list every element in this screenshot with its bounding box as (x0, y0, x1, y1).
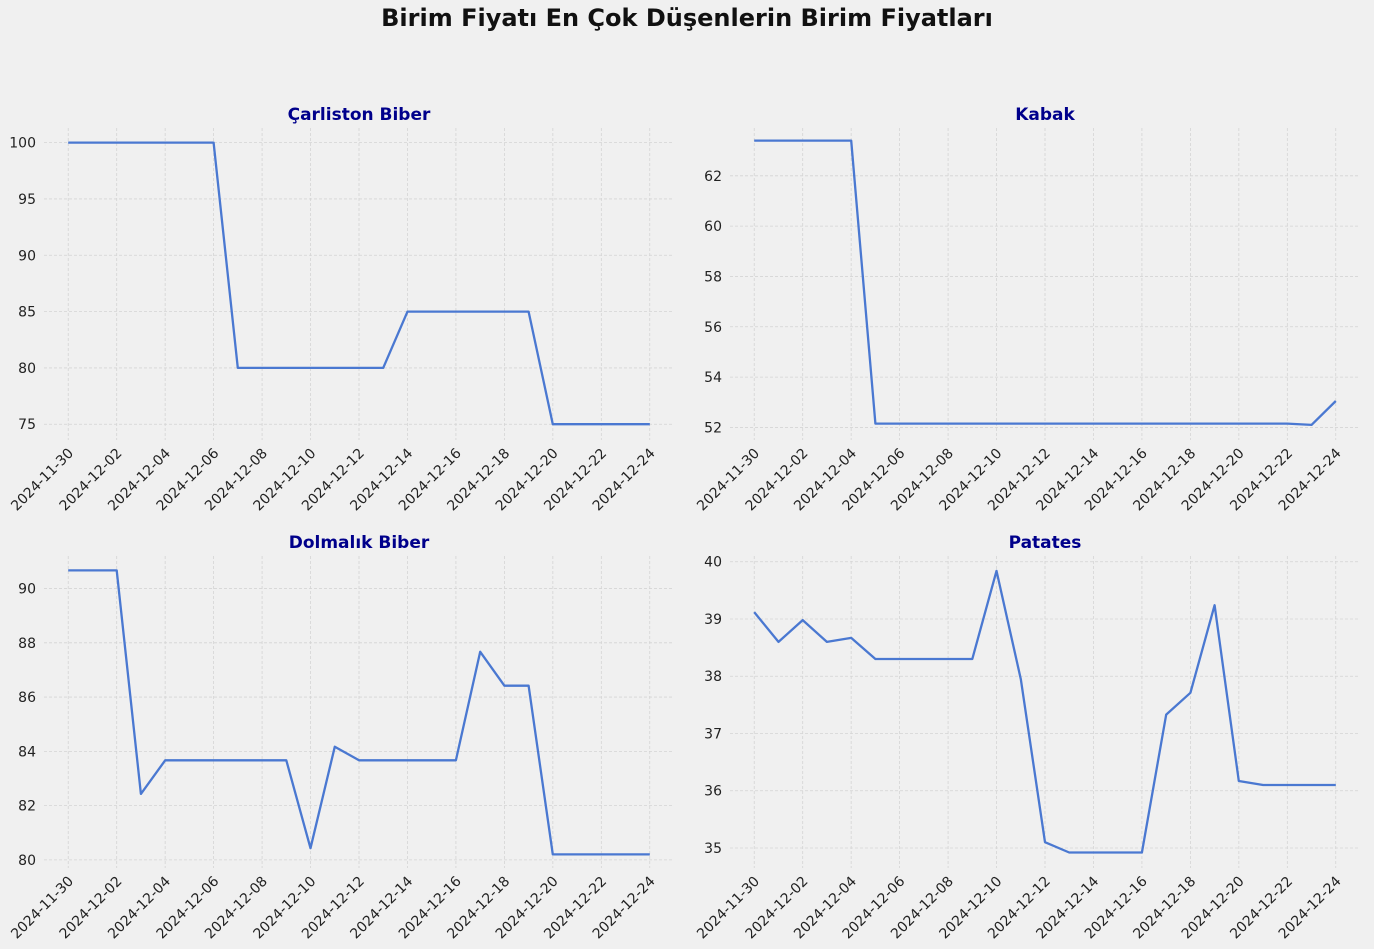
subplot-4: 2024-11-302024-12-022024-12-042024-12-06… (694, 533, 1360, 942)
y-tick-label: 38 (704, 669, 722, 685)
y-tick-label: 86 (18, 690, 36, 706)
y-tick-label: 80 (18, 853, 36, 869)
series-line (753, 569, 1336, 854)
y-tick-label: 58 (704, 269, 722, 285)
y-tick-label: 54 (704, 370, 722, 386)
y-tick-label: 95 (18, 192, 36, 208)
series-line (754, 139, 1337, 427)
y-tick-label: 37 (704, 726, 722, 742)
subplot-2: 2024-11-302024-12-022024-12-042024-12-06… (694, 105, 1360, 514)
subplot-3: 2024-11-302024-12-022024-12-042024-12-06… (8, 533, 674, 942)
y-tick-label: 84 (18, 744, 36, 760)
y-tick-label: 40 (704, 555, 722, 571)
y-tick-label: 82 (18, 799, 36, 815)
y-tick-label: 52 (704, 420, 722, 436)
y-tick-label: 56 (704, 320, 722, 336)
y-tick-label: 60 (704, 219, 722, 235)
y-tick-label: 88 (18, 636, 36, 652)
subplot-title: Çarliston Biber (288, 105, 431, 125)
subplot-1: 2024-11-302024-12-022024-12-042024-12-06… (8, 105, 674, 514)
subplot-title: Dolmalık Biber (289, 533, 430, 553)
y-tick-label: 62 (704, 169, 722, 185)
y-tick-label: 90 (18, 582, 36, 598)
subplot-title: Kabak (1015, 105, 1075, 125)
series-line (68, 569, 650, 856)
figure-title: Birim Fiyatı En Çok Düşenlerin Birim Fiy… (381, 4, 993, 32)
y-tick-label: 85 (18, 305, 36, 321)
y-tick-label: 39 (704, 612, 722, 628)
series-line (68, 141, 650, 426)
y-tick-label: 100 (9, 136, 36, 152)
y-tick-label: 35 (704, 841, 722, 857)
y-tick-label: 80 (18, 361, 36, 377)
subplot-title: Patates (1009, 533, 1082, 553)
y-tick-label: 90 (18, 248, 36, 264)
y-tick-label: 75 (18, 417, 36, 433)
y-tick-label: 36 (704, 784, 722, 800)
